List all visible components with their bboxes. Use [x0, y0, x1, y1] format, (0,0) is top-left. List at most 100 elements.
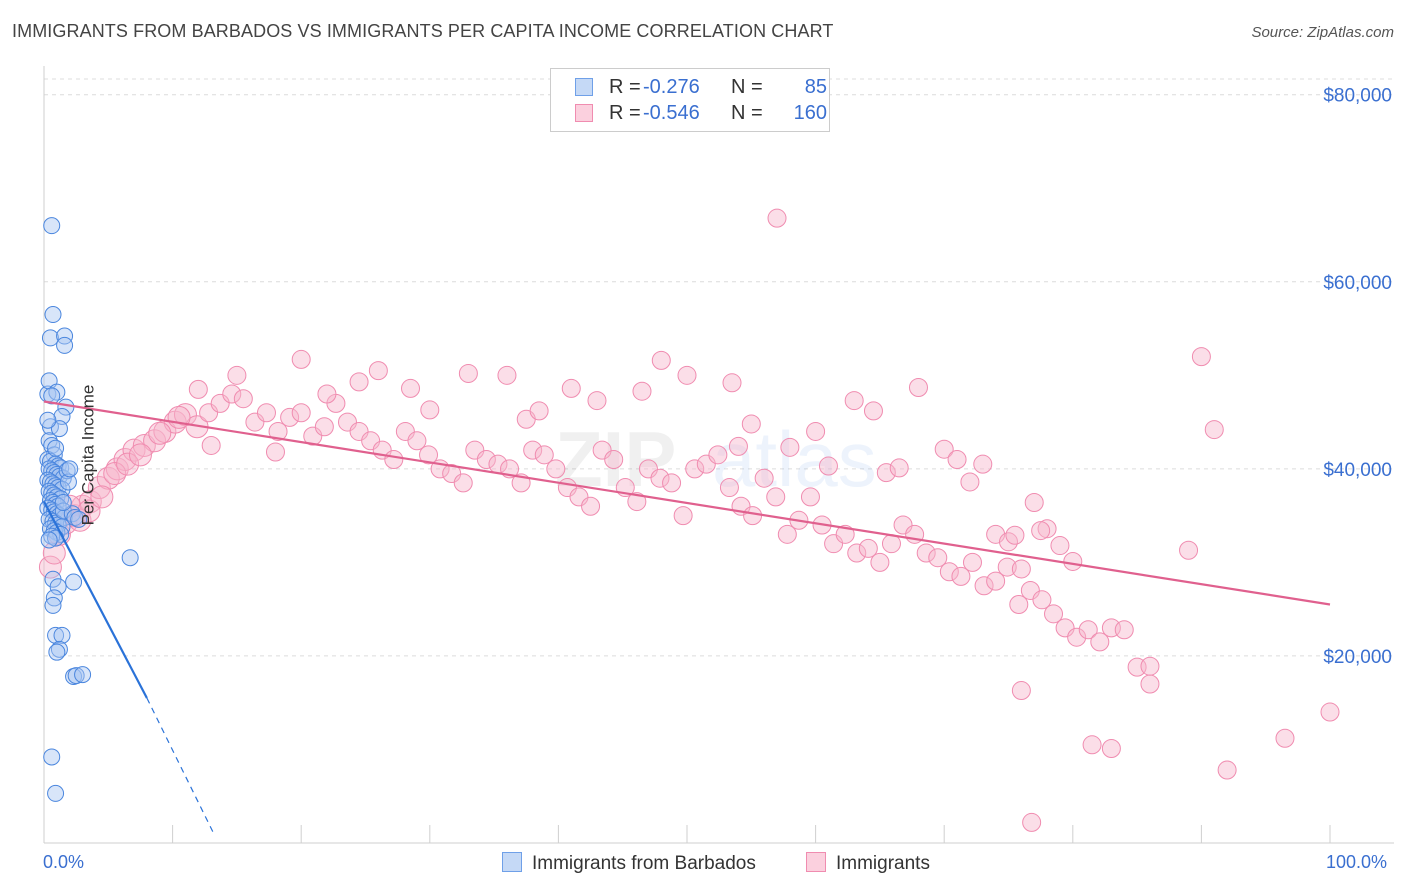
data-point-immigrants [476, 450, 496, 469]
data-point-immigrants [916, 543, 936, 563]
chart-title: IMMIGRANTS FROM BARBADOS VS IMMIGRANTS P… [12, 21, 834, 41]
data-point-immigrants [256, 403, 276, 423]
data-point-immigrants [685, 459, 705, 479]
data-point-immigrants [951, 566, 971, 586]
data-point-immigrants [116, 452, 140, 476]
data-point-immigrants [1179, 540, 1199, 560]
trend-lines [43, 400, 1331, 834]
data-point-barbados [61, 460, 79, 478]
data-point-barbados [44, 306, 62, 324]
data-point-immigrants [728, 436, 748, 456]
data-point-immigrants [1275, 728, 1295, 748]
data-point-barbados [43, 387, 61, 405]
n-label: N = [731, 102, 763, 124]
data-point-immigrants [268, 421, 288, 441]
data-point-immigrants [1044, 604, 1064, 624]
data-point-immigrants [561, 378, 581, 398]
legend-item-immigrants: Immigrants [806, 852, 930, 875]
data-point-immigrants [1009, 594, 1029, 614]
axes [43, 66, 1394, 844]
data-point-immigrants [401, 378, 421, 398]
data-point-immigrants [87, 476, 111, 500]
data-point-immigrants [662, 473, 682, 493]
y-tick-label: $80,000 [1323, 86, 1392, 107]
data-point-immigrants [1022, 812, 1042, 832]
data-point-immigrants [766, 487, 786, 507]
data-point-immigrants [673, 506, 693, 526]
data-point-immigrants [420, 400, 440, 420]
data-point-barbados [49, 578, 67, 596]
watermark-atlas: atlas [712, 415, 877, 503]
data-point-immigrants [291, 349, 311, 369]
series-barbados [39, 217, 139, 802]
r-label: R = [609, 102, 641, 124]
trend-line-immigrants [43, 400, 1331, 606]
data-point-immigrants [719, 478, 739, 498]
y-tick-label: $40,000 [1323, 460, 1392, 481]
data-point-barbados [44, 596, 62, 614]
data-point-immigrants [767, 208, 787, 228]
data-point-immigrants [173, 403, 197, 427]
data-point-immigrants [587, 391, 607, 411]
legend-swatch-pink [575, 104, 593, 122]
data-point-barbados [41, 329, 59, 347]
data-point-barbados [67, 667, 85, 685]
trend-line-barbados [43, 501, 148, 699]
y-tick-labels: $20,000 $40,000 $60,000 $80,000 [1323, 86, 1392, 668]
data-point-immigrants [947, 450, 967, 469]
data-point-immigrants [1050, 536, 1070, 556]
data-point-barbados [56, 336, 74, 354]
data-point-immigrants [458, 363, 478, 383]
series-immigrants [38, 208, 1340, 832]
data-point-immigrants [103, 462, 127, 486]
data-point-immigrants [546, 459, 566, 479]
data-point-immigrants [314, 417, 334, 437]
data-point-immigrants [1031, 521, 1051, 541]
data-point-immigrants [90, 485, 114, 509]
data-point-immigrants [1067, 627, 1087, 647]
data-point-immigrants [835, 524, 855, 544]
x-tick-min: 0.0% [43, 852, 85, 872]
data-point-immigrants [529, 401, 549, 421]
data-point-immigrants [973, 454, 993, 474]
data-point-barbados [43, 217, 61, 235]
data-point-barbados [65, 573, 83, 591]
y-tick-label: $20,000 [1323, 647, 1392, 668]
legend-label-immigrants: Immigrants [836, 853, 930, 874]
data-point-immigrants [986, 571, 1006, 591]
data-point-immigrants [1320, 702, 1340, 722]
data-point-immigrants [741, 414, 761, 434]
data-point-immigrants [962, 552, 982, 572]
data-point-immigrants [265, 442, 285, 462]
y-tick-label: $60,000 [1323, 273, 1392, 294]
data-point-immigrants [1032, 590, 1052, 610]
data-point-immigrants [227, 365, 247, 385]
data-point-immigrants [743, 506, 763, 526]
data-point-immigrants [876, 463, 896, 483]
data-point-immigrants [38, 555, 62, 579]
data-point-immigrants [581, 496, 601, 516]
source-label: Source: ZipAtlas.com [1251, 24, 1394, 41]
data-point-barbados [50, 640, 68, 658]
data-point-immigrants [1217, 760, 1237, 780]
data-point-immigrants [780, 437, 800, 457]
data-point-immigrants [928, 548, 948, 568]
data-point-immigrants [818, 456, 838, 476]
data-point-barbados [59, 473, 77, 491]
stats-legend: R = -0.276 N = 85 R = -0.546 N = 160 [550, 68, 830, 132]
data-point-barbados [70, 510, 88, 528]
data-point-barbados [53, 626, 71, 644]
legend-swatch-blue [502, 852, 522, 872]
data-point-immigrants [384, 450, 404, 469]
n-label: N = [731, 76, 763, 98]
data-point-immigrants [148, 421, 172, 445]
data-point-immigrants [847, 543, 867, 563]
legend-swatch-blue [575, 78, 593, 96]
data-point-immigrants [1024, 493, 1044, 513]
x-tick-max: 100.0% [1326, 852, 1388, 872]
data-point-immigrants [939, 562, 959, 582]
trend-line-barbados-extension [146, 697, 215, 834]
data-point-immigrants [1005, 525, 1025, 545]
data-point-immigrants [188, 379, 208, 399]
